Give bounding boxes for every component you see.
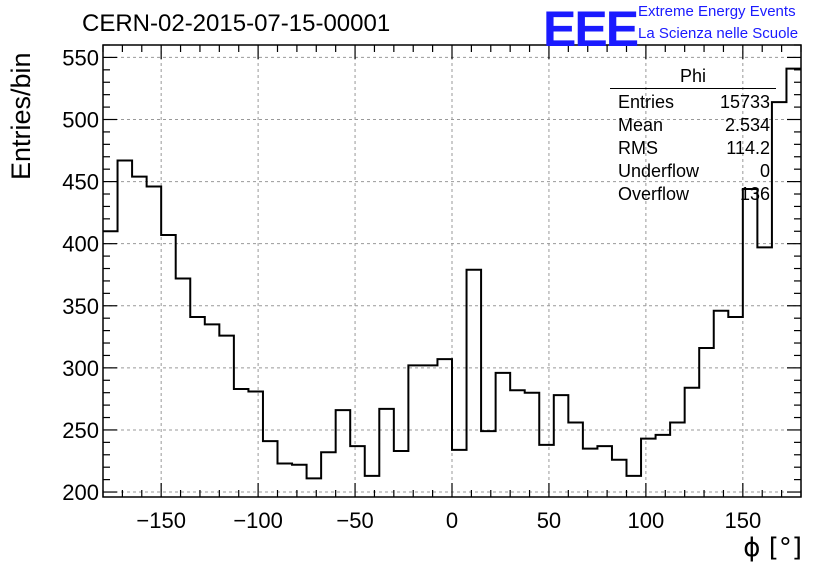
- stats-name: Phi: [610, 66, 776, 89]
- stats-value: 15733: [719, 92, 770, 112]
- histogram-outline: [103, 67, 801, 480]
- y-tick-label: 300: [62, 356, 99, 381]
- x-tick-label: 150: [724, 508, 761, 533]
- histogram-bin: [786, 69, 801, 497]
- histogram-bin: [263, 441, 278, 497]
- x-tick-label: 0: [446, 508, 458, 533]
- histogram-bin: [394, 451, 409, 497]
- histogram-bin: [176, 278, 191, 497]
- histogram-bin: [743, 189, 758, 497]
- stats-row-entries: Entries 15733: [610, 91, 776, 114]
- eee-logo: EEE: [543, 1, 639, 57]
- stats-label: Mean: [618, 115, 664, 135]
- histogram-bin: [481, 431, 496, 497]
- histogram-bin: [103, 231, 118, 497]
- y-tick-label: 550: [62, 45, 99, 70]
- histogram-bin: [656, 435, 671, 497]
- histogram-bin: [234, 389, 249, 497]
- histogram-bin: [467, 270, 482, 497]
- stats-row-overflow: Overflow 136: [610, 183, 776, 206]
- histogram-bin: [670, 422, 685, 497]
- stats-label: Entries: [618, 92, 675, 112]
- stats-value: 0: [759, 161, 770, 181]
- histogram-bin: [612, 460, 627, 497]
- y-axis-label: Entries/bin: [6, 52, 36, 180]
- histogram-bin: [292, 465, 307, 497]
- logo-line-2: La Scienza nelle Scuole: [638, 25, 799, 42]
- histogram-bin: [627, 476, 642, 497]
- histogram-bin: [525, 393, 540, 497]
- histogram-bin: [554, 395, 569, 497]
- stats-label: Underflow: [618, 161, 700, 181]
- x-tick-label: −150: [136, 508, 186, 533]
- stats-value: 136: [739, 184, 770, 204]
- stats-box: Phi Entries 15733 Mean 2.534 RMS 114.2 Unde…: [610, 66, 776, 206]
- histogram-bin: [205, 324, 220, 497]
- histogram-bin: [118, 160, 133, 497]
- histogram-bin: [437, 359, 452, 497]
- histogram-bin: [161, 235, 176, 497]
- histogram-bin: [379, 409, 394, 497]
- x-axis-label: ϕ [°]: [743, 533, 802, 563]
- histogram-bin: [757, 247, 772, 497]
- histogram-bin: [496, 373, 511, 497]
- histogram-bin: [452, 450, 467, 497]
- x-tick-label: −100: [233, 508, 283, 533]
- histogram-bin: [714, 311, 729, 497]
- histogram-bin: [699, 348, 714, 497]
- y-tick-label: 200: [62, 480, 99, 505]
- histogram-bin: [336, 410, 351, 497]
- stats-value: 2.534: [724, 115, 770, 135]
- y-tick-label: 250: [62, 418, 99, 443]
- plot-title: CERN-02-2015-07-15-00001: [82, 10, 391, 37]
- stats-row-mean: Mean 2.534: [610, 114, 776, 137]
- histogram-bin: [350, 446, 365, 497]
- histogram-bin: [248, 391, 263, 497]
- stats-label: Overflow: [618, 184, 690, 204]
- histogram-bin: [510, 390, 525, 497]
- x-tick-label: −50: [336, 508, 373, 533]
- y-tick-label: 350: [62, 294, 99, 319]
- y-tick-label: 450: [62, 170, 99, 195]
- stats-value: 114.2: [726, 138, 770, 158]
- histogram-bin: [408, 365, 423, 497]
- histogram-bin: [307, 478, 322, 497]
- x-tick-label: 100: [628, 508, 665, 533]
- histogram-bin: [597, 446, 612, 497]
- y-tick-label: 500: [62, 108, 99, 133]
- histogram-bin: [568, 422, 583, 497]
- histogram-bin: [423, 365, 438, 497]
- histogram-bin: [539, 445, 554, 497]
- histogram-bin: [147, 187, 162, 497]
- histogram-bin: [583, 449, 598, 497]
- stats-row-underflow: Underflow 0: [610, 160, 776, 183]
- x-tick-label: 50: [537, 508, 561, 533]
- histogram-bin: [321, 452, 336, 497]
- histogram-bin: [190, 317, 205, 497]
- histogram-bin: [728, 317, 743, 497]
- histogram-bin: [219, 336, 234, 497]
- y-tick-label: 400: [62, 232, 99, 257]
- histogram-bin: [132, 177, 147, 497]
- stats-row-rms: RMS 114.2: [610, 137, 776, 160]
- stats-label: RMS: [618, 138, 658, 158]
- histogram-bin: [641, 439, 656, 497]
- histogram-bin: [685, 388, 700, 497]
- histogram-bin: [365, 476, 380, 497]
- logo-line-1: Extreme Energy Events: [638, 3, 796, 20]
